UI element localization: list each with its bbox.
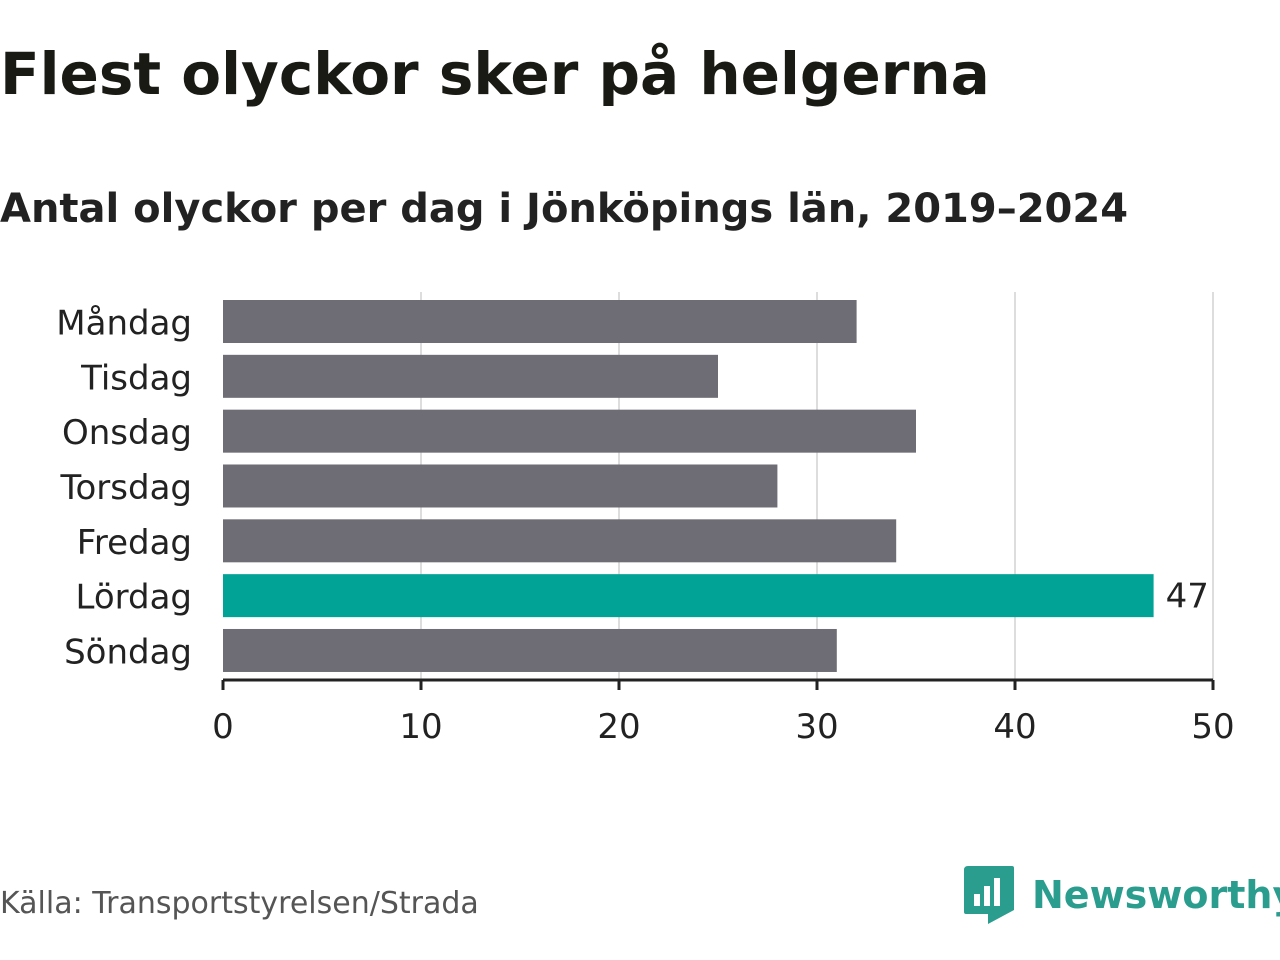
bar-chart: Måndag Tisdag Onsdag Torsdag Fredag Lördag Sön… <box>56 292 1235 747</box>
x-tick-label: 40 <box>993 707 1036 747</box>
source-note: Källa: Transportstyrelsen/Strada <box>0 886 479 921</box>
data-labels: 47 <box>1166 577 1209 617</box>
category-label: Måndag <box>56 304 192 344</box>
brand-name: Newsworthy <box>1032 873 1280 917</box>
bar-onsdag <box>223 409 916 453</box>
category-label: Söndag <box>64 632 192 672</box>
x-tick-label: 10 <box>399 707 442 747</box>
newsworthy-logo-icon <box>964 866 1014 924</box>
x-axis: 0 10 20 30 40 50 <box>212 678 1235 747</box>
bar-söndag <box>223 628 837 672</box>
category-label: Tisdag <box>80 358 192 398</box>
x-tick-label: 0 <box>212 707 234 747</box>
x-tick-label: 30 <box>795 707 838 747</box>
category-label: Lördag <box>75 578 192 618</box>
category-label: Onsdag <box>62 413 192 453</box>
brand-logo[interactable]: Newsworthy <box>962 864 1280 926</box>
chart-title: Flest olyckor sker på helgerna <box>0 40 990 108</box>
bars <box>223 300 1154 672</box>
category-label: Torsdag <box>60 468 192 508</box>
chart-subtitle: Antal olyckor per dag i Jönköpings län, … <box>0 186 1129 232</box>
category-labels: Måndag Tisdag Onsdag Torsdag Fredag Lördag Sön… <box>56 304 192 673</box>
bar-tisdag <box>223 354 718 398</box>
bar-måndag <box>223 300 857 343</box>
x-tick-label: 20 <box>597 707 640 747</box>
bar-lördag <box>223 574 1154 618</box>
bar-fredag <box>223 519 897 563</box>
data-label: 47 <box>1166 577 1209 617</box>
x-tick-label: 50 <box>1191 707 1234 747</box>
bar-torsdag <box>223 464 778 508</box>
category-label: Fredag <box>77 523 192 563</box>
